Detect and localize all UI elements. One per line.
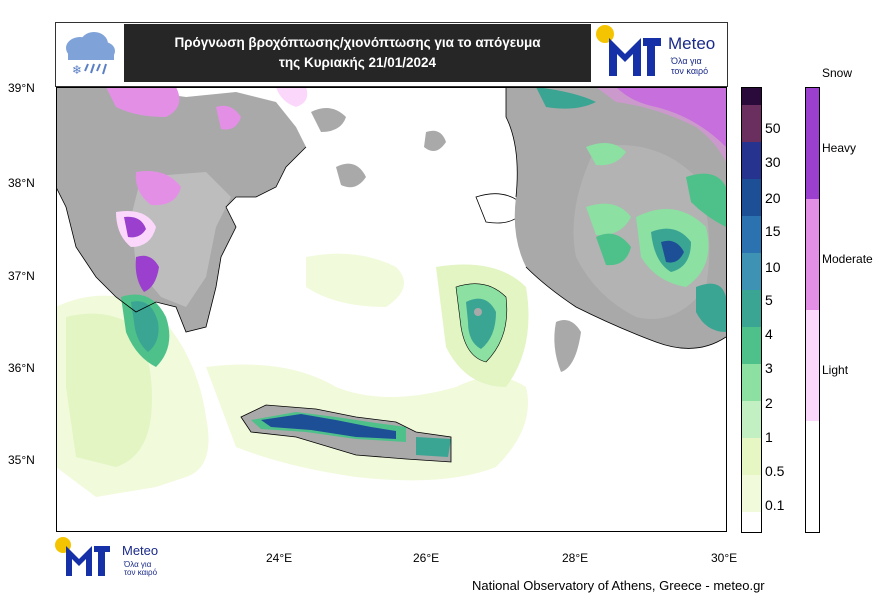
meteo-logo-bottom-icon bbox=[55, 537, 110, 576]
precip-label-2: 2 bbox=[765, 395, 773, 411]
precipitation-map bbox=[55, 87, 727, 531]
map-frame bbox=[56, 87, 727, 532]
precip-swatch-top bbox=[742, 88, 761, 105]
lon-label-30: 30°E bbox=[711, 551, 738, 565]
precip-swatch-50 bbox=[742, 105, 761, 142]
title-line-2: της Κυριακής 21/01/2024 bbox=[278, 55, 437, 70]
meteo-logo-top-icon bbox=[596, 25, 661, 76]
precip-swatch-20 bbox=[742, 179, 761, 216]
snow-swatch-none bbox=[806, 421, 819, 532]
map-canvas bbox=[55, 87, 727, 531]
lon-label-24: 24°E bbox=[266, 551, 293, 565]
snow-swatch-moderate bbox=[806, 199, 819, 310]
logo-bottom-name: Meteo bbox=[122, 543, 159, 558]
precip-swatch-3 bbox=[742, 364, 761, 401]
logo-top-name: Meteo bbox=[668, 34, 716, 53]
precip-label-4: 4 bbox=[765, 326, 773, 342]
snow-label-heavy: Heavy bbox=[822, 141, 857, 155]
precip-label-3: 3 bbox=[765, 360, 773, 376]
logo-top-tagline-2: τον καιρό bbox=[671, 66, 709, 76]
snow-title: Snow bbox=[822, 66, 853, 80]
lat-label-39: 39°N bbox=[8, 81, 35, 95]
credit-text: National Observatory of Athens, Greece -… bbox=[472, 578, 765, 593]
svg-text:❄: ❄ bbox=[72, 63, 82, 77]
meteo-logo-bottom: Meteo Όλα για τον καιρό bbox=[54, 536, 184, 578]
lat-label-35: 35°N bbox=[8, 453, 35, 467]
precip-swatch-15 bbox=[742, 216, 761, 253]
precip-label-30: 30 bbox=[765, 154, 781, 170]
logo-top-tagline-1: Όλα για bbox=[671, 56, 702, 66]
snow-label-light: Light bbox=[822, 363, 849, 377]
precip-swatch-5 bbox=[742, 290, 761, 327]
meteo-logo-top: Meteo Όλα για τον καιρό bbox=[595, 24, 725, 82]
precip-label-1: 1 bbox=[765, 429, 773, 445]
logo-bottom-tagline-1: Όλα για bbox=[124, 560, 152, 569]
precip-label-20: 20 bbox=[765, 190, 781, 206]
title-line-1: Πρόγνωση βροχόπτωσης/χιονόπτωσης για το … bbox=[174, 35, 541, 50]
precip-label-5: 5 bbox=[765, 292, 773, 308]
precip-swatch-4 bbox=[742, 327, 761, 364]
precip-swatch-2 bbox=[742, 401, 761, 438]
lon-label-26: 26°E bbox=[413, 551, 440, 565]
snow-label-moderate: Moderate bbox=[822, 252, 873, 266]
lat-label-38: 38°N bbox=[8, 176, 35, 190]
precip-label-05: 0.5 bbox=[765, 463, 785, 479]
precip-swatch-05 bbox=[742, 475, 761, 512]
precip-label-01: 0.1 bbox=[765, 497, 785, 513]
forecast-title: Πρόγνωση βροχόπτωσης/χιονόπτωσης για το … bbox=[124, 24, 591, 82]
snow-swatch-light bbox=[806, 310, 819, 421]
precip-swatch-30 bbox=[742, 142, 761, 179]
logo-bottom-tagline-2: τον καιρό bbox=[124, 568, 158, 577]
weather-icon: ❄ bbox=[58, 26, 120, 82]
precip-label-15: 15 bbox=[765, 223, 781, 239]
snow-colorbar bbox=[805, 87, 820, 533]
lat-label-37: 37°N bbox=[8, 269, 35, 283]
lat-label-36: 36°N bbox=[8, 361, 35, 375]
lon-label-28: 28°E bbox=[562, 551, 589, 565]
precip-label-50: 50 bbox=[765, 120, 781, 136]
snow-swatch-heavy bbox=[806, 88, 819, 199]
precip-label-10: 10 bbox=[765, 259, 781, 275]
precip-swatch-10 bbox=[742, 253, 761, 290]
precip-swatch-1 bbox=[742, 438, 761, 475]
precip-colorbar bbox=[741, 87, 762, 533]
